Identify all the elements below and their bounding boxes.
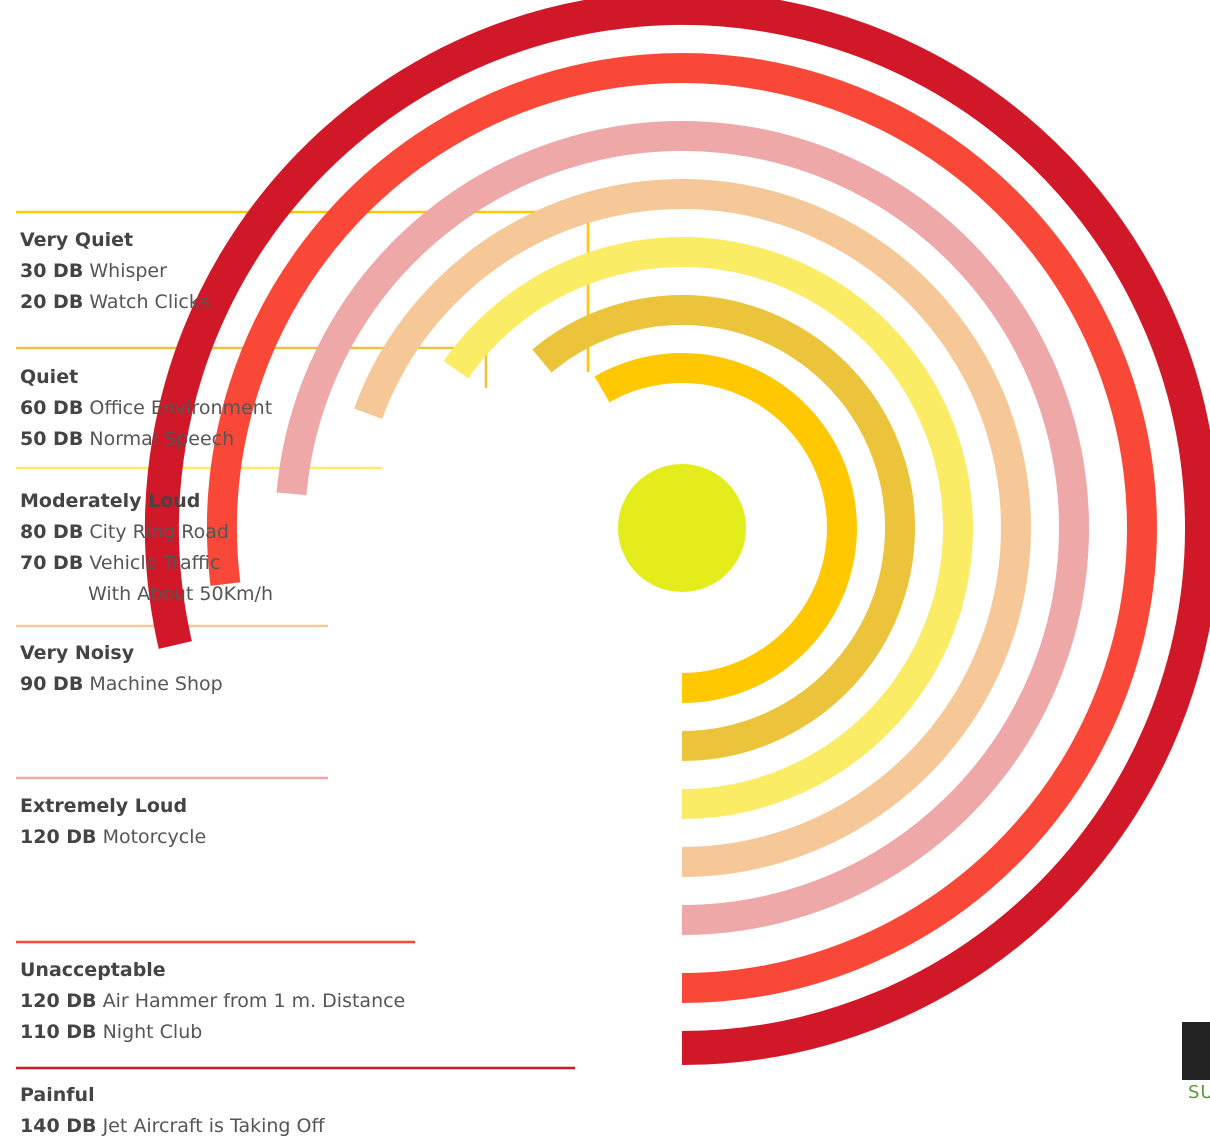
source-text: Whisper <box>89 260 167 282</box>
source-text: Jet Aircraft is Taking Off <box>102 1115 325 1137</box>
label-very-noisy: Very Noisy 90 DB Machine Shop <box>20 638 223 700</box>
ring-arc <box>206 53 1157 1003</box>
category-label: Moderately Loud <box>20 490 201 512</box>
label-painful: Painful 140 DB Jet Aircraft is Taking Of… <box>20 1080 325 1142</box>
db-value: 120 DB <box>20 826 97 848</box>
source-text: Air Hammer from 1 m. Distance <box>102 990 406 1012</box>
ring-arc <box>276 121 1089 935</box>
ring-arc <box>443 237 973 819</box>
category-label: Quiet <box>20 366 79 388</box>
category-label: Painful <box>20 1084 95 1106</box>
source-text-continued: With About 50Km/h <box>88 583 273 605</box>
source-text: City Ring Road <box>89 521 229 543</box>
source-text: Normal Speech <box>89 428 235 450</box>
db-value: 140 DB <box>20 1115 97 1137</box>
db-value: 50 DB <box>20 428 84 450</box>
db-value: 60 DB <box>20 397 84 419</box>
source-text: Watch Clicks <box>89 291 210 313</box>
db-value: 80 DB <box>20 521 84 543</box>
source-text: Vehicle Traffic <box>89 552 221 574</box>
db-value: 110 DB <box>20 1021 97 1043</box>
db-value: 70 DB <box>20 552 84 574</box>
ring-arc <box>594 353 857 703</box>
label-moderately-loud: Moderately Loud 80 DB City Ring Road 70 … <box>20 486 273 610</box>
category-label: Extremely Loud <box>20 795 188 817</box>
source-text: Machine Shop <box>89 673 223 695</box>
source-text: Office Environment <box>89 397 273 419</box>
label-unacceptable: Unacceptable 120 DB Air Hammer from 1 m.… <box>20 955 405 1048</box>
label-quiet: Quiet 60 DB Office Environment 50 DB Nor… <box>20 362 272 455</box>
db-value: 90 DB <box>20 673 84 695</box>
category-label: Very Quiet <box>20 229 134 251</box>
source-text: Night Club <box>102 1021 203 1043</box>
label-very-quiet: Very Quiet 30 DB Whisper 20 DB Watch Cli… <box>20 225 210 318</box>
ring-arc <box>354 179 1031 877</box>
db-value: 120 DB <box>20 990 97 1012</box>
logo-mark <box>1182 1022 1210 1080</box>
logo-subtext: SU <box>1188 1082 1210 1103</box>
ring-arc <box>144 0 1210 1065</box>
db-value: 30 DB <box>20 260 84 282</box>
db-value: 20 DB <box>20 291 84 313</box>
label-extremely-loud: Extremely Loud 120 DB Motorcycle <box>20 791 206 853</box>
ring-arc <box>532 295 916 761</box>
category-label: Very Noisy <box>20 642 135 664</box>
source-text: Motorcycle <box>102 826 207 848</box>
center-dot <box>618 464 746 592</box>
category-label: Unacceptable <box>20 959 166 981</box>
